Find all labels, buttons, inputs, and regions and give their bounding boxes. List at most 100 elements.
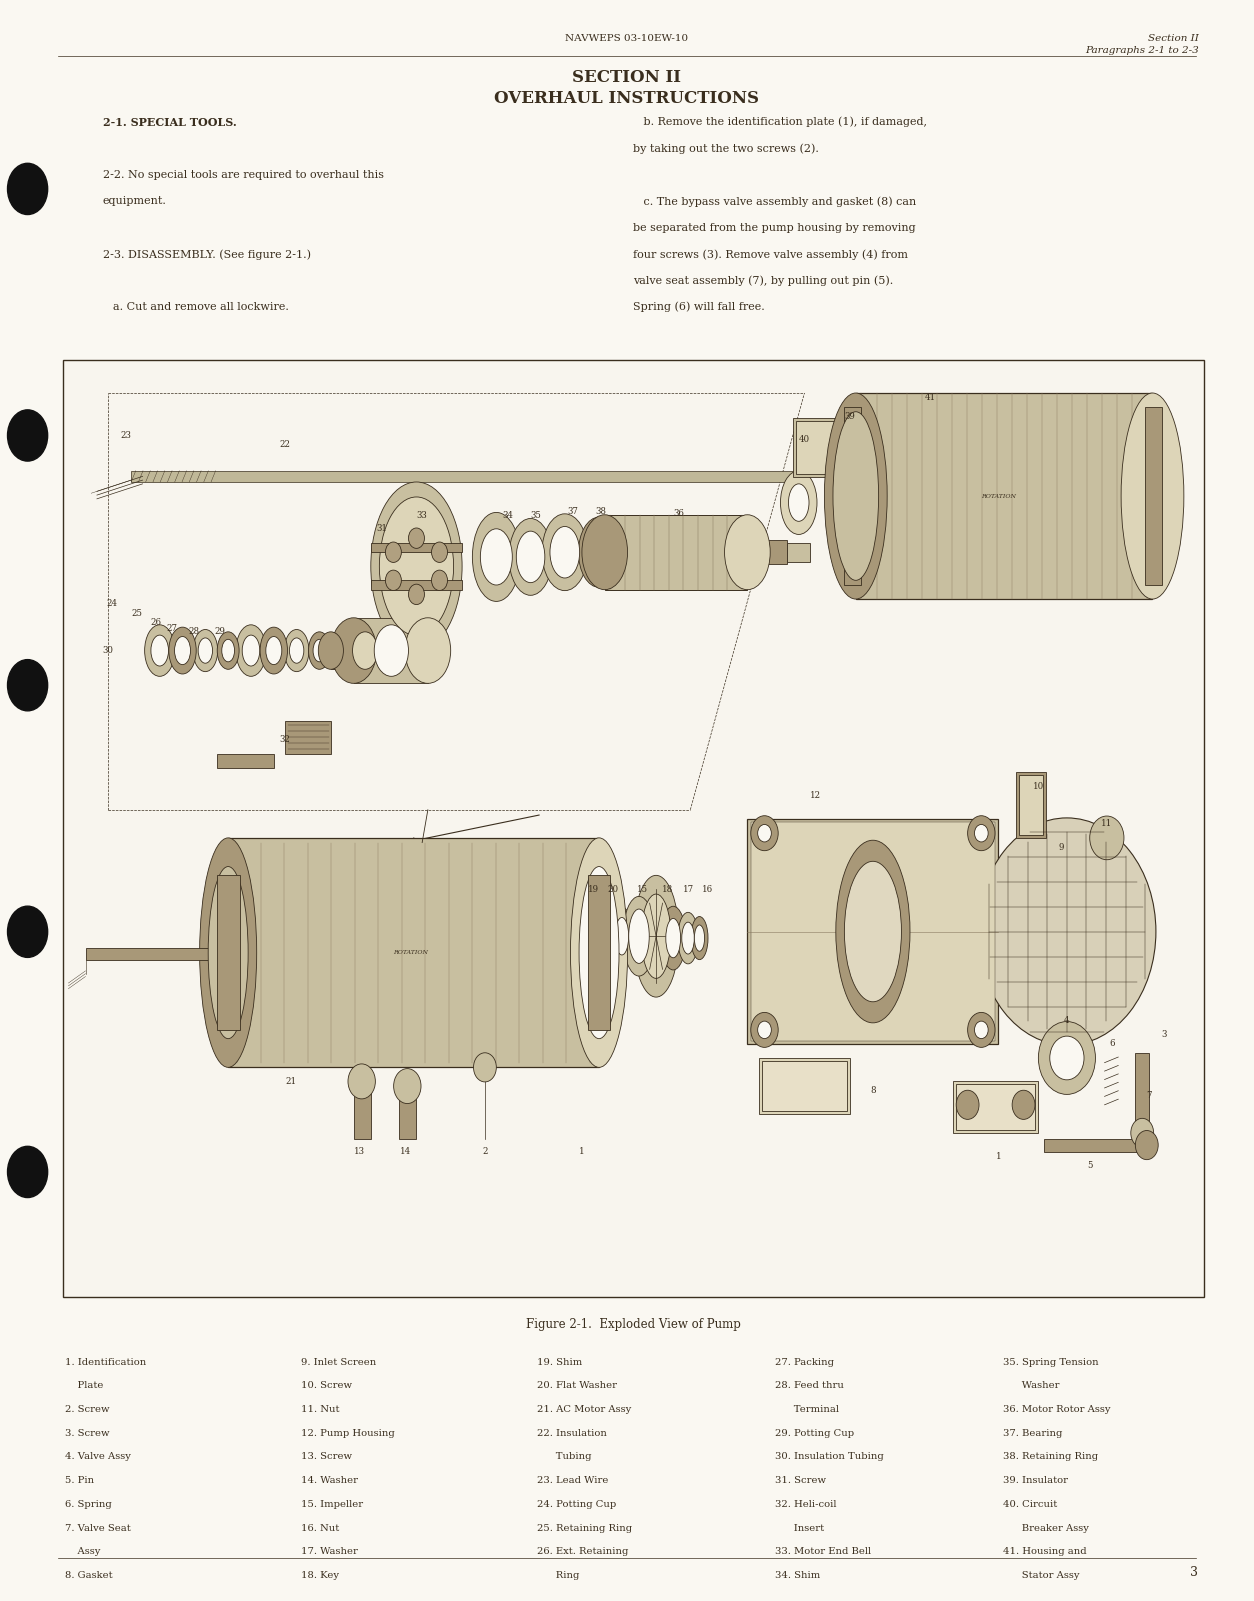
Bar [957, 1084, 1035, 1130]
Circle shape [431, 570, 448, 591]
Bar [217, 754, 273, 767]
Ellipse shape [666, 919, 681, 957]
Ellipse shape [661, 906, 686, 970]
Ellipse shape [1121, 392, 1184, 599]
Text: 35: 35 [530, 511, 542, 520]
Text: 30. Insulation Tubing: 30. Insulation Tubing [775, 1452, 884, 1462]
Text: 9. Inlet Screen: 9. Inlet Screen [301, 1358, 376, 1367]
Bar [399, 1085, 416, 1140]
Text: 3: 3 [1190, 1566, 1198, 1579]
Ellipse shape [480, 528, 513, 584]
Circle shape [757, 1021, 771, 1039]
Ellipse shape [198, 637, 212, 663]
Ellipse shape [836, 841, 910, 1023]
Text: 14. Washer: 14. Washer [301, 1476, 357, 1486]
Bar [1016, 772, 1046, 837]
Ellipse shape [222, 639, 234, 661]
Text: 2: 2 [483, 1148, 488, 1156]
Bar [371, 543, 461, 552]
Ellipse shape [242, 636, 260, 666]
Text: Breaker Assy: Breaker Assy [1003, 1524, 1088, 1532]
Circle shape [751, 1012, 779, 1047]
Text: 34: 34 [503, 511, 513, 520]
Text: 23. Lead Wire: 23. Lead Wire [537, 1476, 608, 1486]
Circle shape [474, 1053, 497, 1082]
Text: 41. Housing and: 41. Housing and [1003, 1547, 1087, 1556]
Circle shape [8, 163, 48, 215]
Text: 35. Spring Tension: 35. Spring Tension [1003, 1358, 1099, 1367]
Ellipse shape [199, 837, 257, 1068]
Text: 14: 14 [400, 1148, 410, 1156]
Text: Assy: Assy [65, 1547, 100, 1556]
Circle shape [1038, 1021, 1096, 1095]
Text: 5: 5 [1087, 1161, 1092, 1170]
Ellipse shape [405, 618, 450, 684]
Text: 17. Washer: 17. Washer [301, 1547, 357, 1556]
Ellipse shape [582, 516, 627, 589]
Ellipse shape [374, 624, 409, 676]
Ellipse shape [691, 916, 709, 959]
Bar [762, 1061, 846, 1111]
Text: 2-1. SPECIAL TOOLS.: 2-1. SPECIAL TOOLS. [103, 117, 237, 128]
Ellipse shape [517, 532, 544, 583]
Text: 36. Motor Rotor Assy: 36. Motor Rotor Assy [1003, 1406, 1111, 1414]
Ellipse shape [331, 618, 376, 684]
Text: Insert: Insert [775, 1524, 824, 1532]
Ellipse shape [824, 392, 887, 599]
Text: 2. Screw: 2. Screw [65, 1406, 109, 1414]
Circle shape [347, 1065, 375, 1098]
Text: 41: 41 [924, 394, 935, 402]
Text: 3: 3 [1161, 1029, 1166, 1039]
Text: 12. Pump Housing: 12. Pump Housing [301, 1428, 395, 1438]
Circle shape [8, 660, 48, 711]
Text: 27: 27 [167, 623, 178, 632]
Text: 4: 4 [1065, 1017, 1070, 1025]
Bar [604, 516, 747, 589]
Text: 16. Nut: 16. Nut [301, 1524, 340, 1532]
Text: 40: 40 [799, 435, 810, 445]
Ellipse shape [789, 484, 809, 522]
Bar [217, 876, 240, 1029]
Bar [1020, 775, 1043, 836]
Circle shape [978, 818, 1156, 1045]
Ellipse shape [290, 637, 303, 663]
Text: b. Remove the identification plate (1), if damaged,: b. Remove the identification plate (1), … [633, 117, 927, 128]
Text: Terminal: Terminal [775, 1406, 839, 1414]
Text: 37. Bearing: 37. Bearing [1003, 1428, 1062, 1438]
Circle shape [1050, 1036, 1083, 1079]
Text: 12: 12 [810, 791, 821, 800]
Ellipse shape [641, 893, 671, 978]
Text: 32. Heli-coil: 32. Heli-coil [775, 1500, 836, 1508]
Text: 37: 37 [567, 508, 578, 517]
Text: Stator Assy: Stator Assy [1003, 1571, 1080, 1580]
Text: 38: 38 [596, 508, 607, 517]
Ellipse shape [380, 496, 454, 636]
Text: 26. Ext. Retaining: 26. Ext. Retaining [537, 1547, 628, 1556]
Text: 29: 29 [214, 628, 226, 636]
Text: 32: 32 [280, 735, 291, 744]
Ellipse shape [208, 866, 248, 1039]
Text: 16: 16 [702, 885, 714, 893]
Text: 33: 33 [416, 511, 428, 520]
Ellipse shape [677, 913, 698, 964]
Bar [747, 540, 788, 565]
Text: 13: 13 [354, 1148, 365, 1156]
Text: 5. Pin: 5. Pin [65, 1476, 94, 1486]
Text: 21. AC Motor Assy: 21. AC Motor Assy [537, 1406, 631, 1414]
Text: 6. Spring: 6. Spring [65, 1500, 112, 1508]
Text: a. Cut and remove all lockwire.: a. Cut and remove all lockwire. [113, 301, 288, 312]
Text: 22. Insulation: 22. Insulation [537, 1428, 607, 1438]
Circle shape [957, 1090, 979, 1119]
Text: be separated from the pump housing by removing: be separated from the pump housing by re… [633, 223, 915, 232]
Text: 26: 26 [150, 618, 162, 628]
Text: 27. Packing: 27. Packing [775, 1358, 834, 1367]
Circle shape [968, 1012, 994, 1047]
Circle shape [1090, 817, 1124, 860]
Text: 38. Retaining Ring: 38. Retaining Ring [1003, 1452, 1099, 1462]
Text: ROTATION: ROTATION [981, 493, 1016, 498]
Text: 2-2. No special tools are required to overhaul this: 2-2. No special tools are required to ov… [103, 170, 384, 179]
Text: 21: 21 [286, 1077, 296, 1085]
Text: c. The bypass valve assembly and gasket (8) can: c. The bypass valve assembly and gasket … [633, 195, 917, 207]
Text: 4. Valve Assy: 4. Valve Assy [65, 1452, 132, 1462]
Bar [1135, 1053, 1149, 1134]
